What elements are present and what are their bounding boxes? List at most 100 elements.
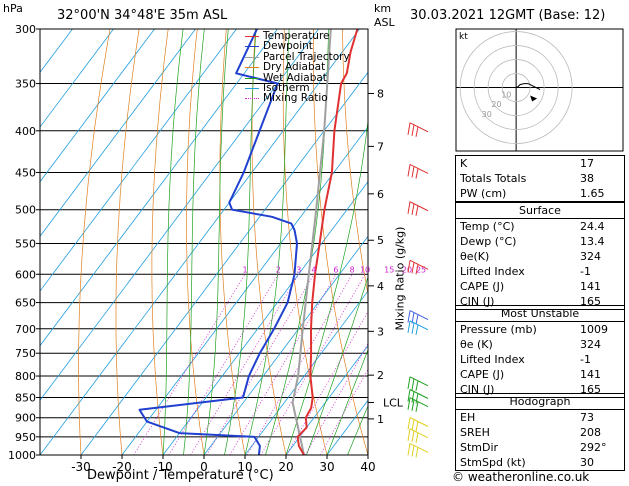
wind-barb-staff [409, 389, 429, 399]
legend-swatch [245, 67, 259, 69]
temp-tick-label: -30 [71, 460, 91, 474]
table-row: Pressure (mb) 1009 [456, 322, 624, 337]
wind-barb-flag [407, 376, 411, 389]
wind-barb-flag [407, 201, 411, 214]
row-label: StmDir [460, 441, 499, 454]
row-value: 13.4 [580, 235, 605, 248]
isotherm-line [203, 235, 368, 455]
row-label: CAPE (J) [460, 280, 505, 293]
row-value: -1 [580, 353, 591, 366]
mixing-ratio-label: 4 [311, 265, 316, 274]
legend-item: Isotherm [245, 83, 350, 93]
isotherm-line [40, 29, 360, 455]
wind-barb-flag [411, 399, 415, 411]
temp-tick-label: 30 [319, 460, 334, 474]
km-unit-label: km [374, 2, 392, 15]
wind-barb-flag [411, 262, 415, 274]
wind-barb-flag [415, 168, 419, 179]
hodograph-trace [515, 83, 541, 91]
row-label: θe (K) [460, 338, 493, 351]
wind-barb-flag [415, 432, 419, 443]
isotherm-line [40, 29, 196, 237]
wet-adiabat-line [203, 29, 229, 455]
wind-barb-staff [409, 259, 429, 270]
wind-barb-staff [409, 376, 429, 387]
pressure-tick-label: 900 [15, 412, 36, 425]
wind-barb-flag [411, 445, 415, 457]
pressure-unit-label: hPa [3, 2, 23, 15]
mixing-ratio-line [190, 274, 300, 455]
wind-barb-staff [409, 417, 429, 427]
hodograph-ring-label: 10 [501, 90, 511, 99]
table-row: CAPE (J) 141 [456, 279, 624, 294]
mixing-ratio-label: 3 [296, 265, 301, 274]
wind-barb-flag [407, 260, 411, 273]
table-row: K 17 [456, 156, 624, 171]
table-row: CIN (J) 165 [456, 294, 624, 309]
temp-tick-label: 40 [360, 460, 375, 474]
wind-barb-staff [409, 164, 429, 174]
wind-barb-staff [409, 122, 429, 133]
wind-barb-flag [415, 314, 419, 325]
isotherm-line [244, 290, 368, 455]
isotherm-line [121, 126, 368, 455]
legend-item: Mixing Ratio [245, 93, 350, 104]
wind-barb-staff [409, 428, 429, 439]
temp-tick-label: 0 [200, 460, 208, 474]
table-row: EH 73 [456, 410, 624, 425]
row-label: PW (cm) [460, 187, 507, 200]
location-title: 32°00'N 34°48'E 35m ASL [57, 8, 228, 23]
wet-adiabat-line [347, 405, 368, 455]
temp-tick-label: -10 [153, 460, 173, 474]
mixing-ratio-line [229, 274, 337, 455]
mixing-ratio-label: 15 [384, 265, 394, 274]
wind-barb-flag [407, 428, 411, 441]
wind-barb-flag [411, 203, 415, 215]
mixing-ratio-line [206, 274, 315, 455]
wet-adiabat-line [306, 275, 368, 455]
table-row: CIN (J) 165 [456, 382, 624, 397]
wind-barb-flag [415, 126, 419, 137]
mixing-ratio-label: 10 [360, 265, 370, 274]
hodograph-frame [455, 28, 624, 152]
row-label: Totals Totals [460, 172, 527, 185]
km-tick-label: 5 [377, 234, 384, 247]
legend-label: Wet Adiabat [263, 71, 327, 84]
row-label: Temp (°C) [460, 220, 515, 233]
table-row: Lifted Index -1 [456, 264, 624, 279]
row-label: CIN (J) [460, 295, 495, 308]
wind-barb [407, 428, 429, 443]
legend: Temperature Dewpoint Parcel Trajectory D… [245, 31, 350, 104]
isotherm-line [40, 29, 319, 401]
row-label: StmSpd (kt) [460, 456, 526, 469]
pressure-tick-label: 500 [15, 204, 36, 217]
row-label: SREH [460, 426, 490, 439]
hodograph-ring [487, 59, 545, 116]
pressure-tick-label: 750 [15, 347, 36, 360]
row-value: 165 [580, 383, 601, 396]
mixing-ratio-label: 6 [333, 265, 338, 274]
hodograph-ring [459, 31, 573, 144]
legend-item: Dewpoint [245, 41, 350, 52]
pressure-tick-label: 950 [15, 431, 36, 444]
lcl-label: LCL [383, 396, 404, 409]
table-row: Totals Totals 38 [456, 171, 624, 186]
temp-tick-label: 20 [278, 460, 293, 474]
legend-swatch [245, 46, 259, 48]
legend-label: Isotherm [263, 82, 310, 95]
wind-barb-flag [411, 166, 415, 178]
row-value: 165 [580, 295, 601, 308]
row-value: 324 [580, 338, 601, 351]
row-value: 73 [580, 411, 594, 424]
isotherm-line [40, 29, 114, 128]
pressure-tick-label: 400 [15, 125, 36, 138]
storm-motion-marker [530, 95, 538, 102]
chart-grid [40, 29, 368, 455]
row-label: Pressure (mb) [460, 323, 537, 336]
row-value: 30 [580, 456, 594, 469]
row-value: 141 [580, 280, 601, 293]
wind-barb-flag [415, 401, 419, 412]
legend-label: Parcel Trajectory [263, 50, 350, 63]
wet-adiabat-line [183, 29, 205, 455]
wind-barb-flag [415, 447, 419, 458]
